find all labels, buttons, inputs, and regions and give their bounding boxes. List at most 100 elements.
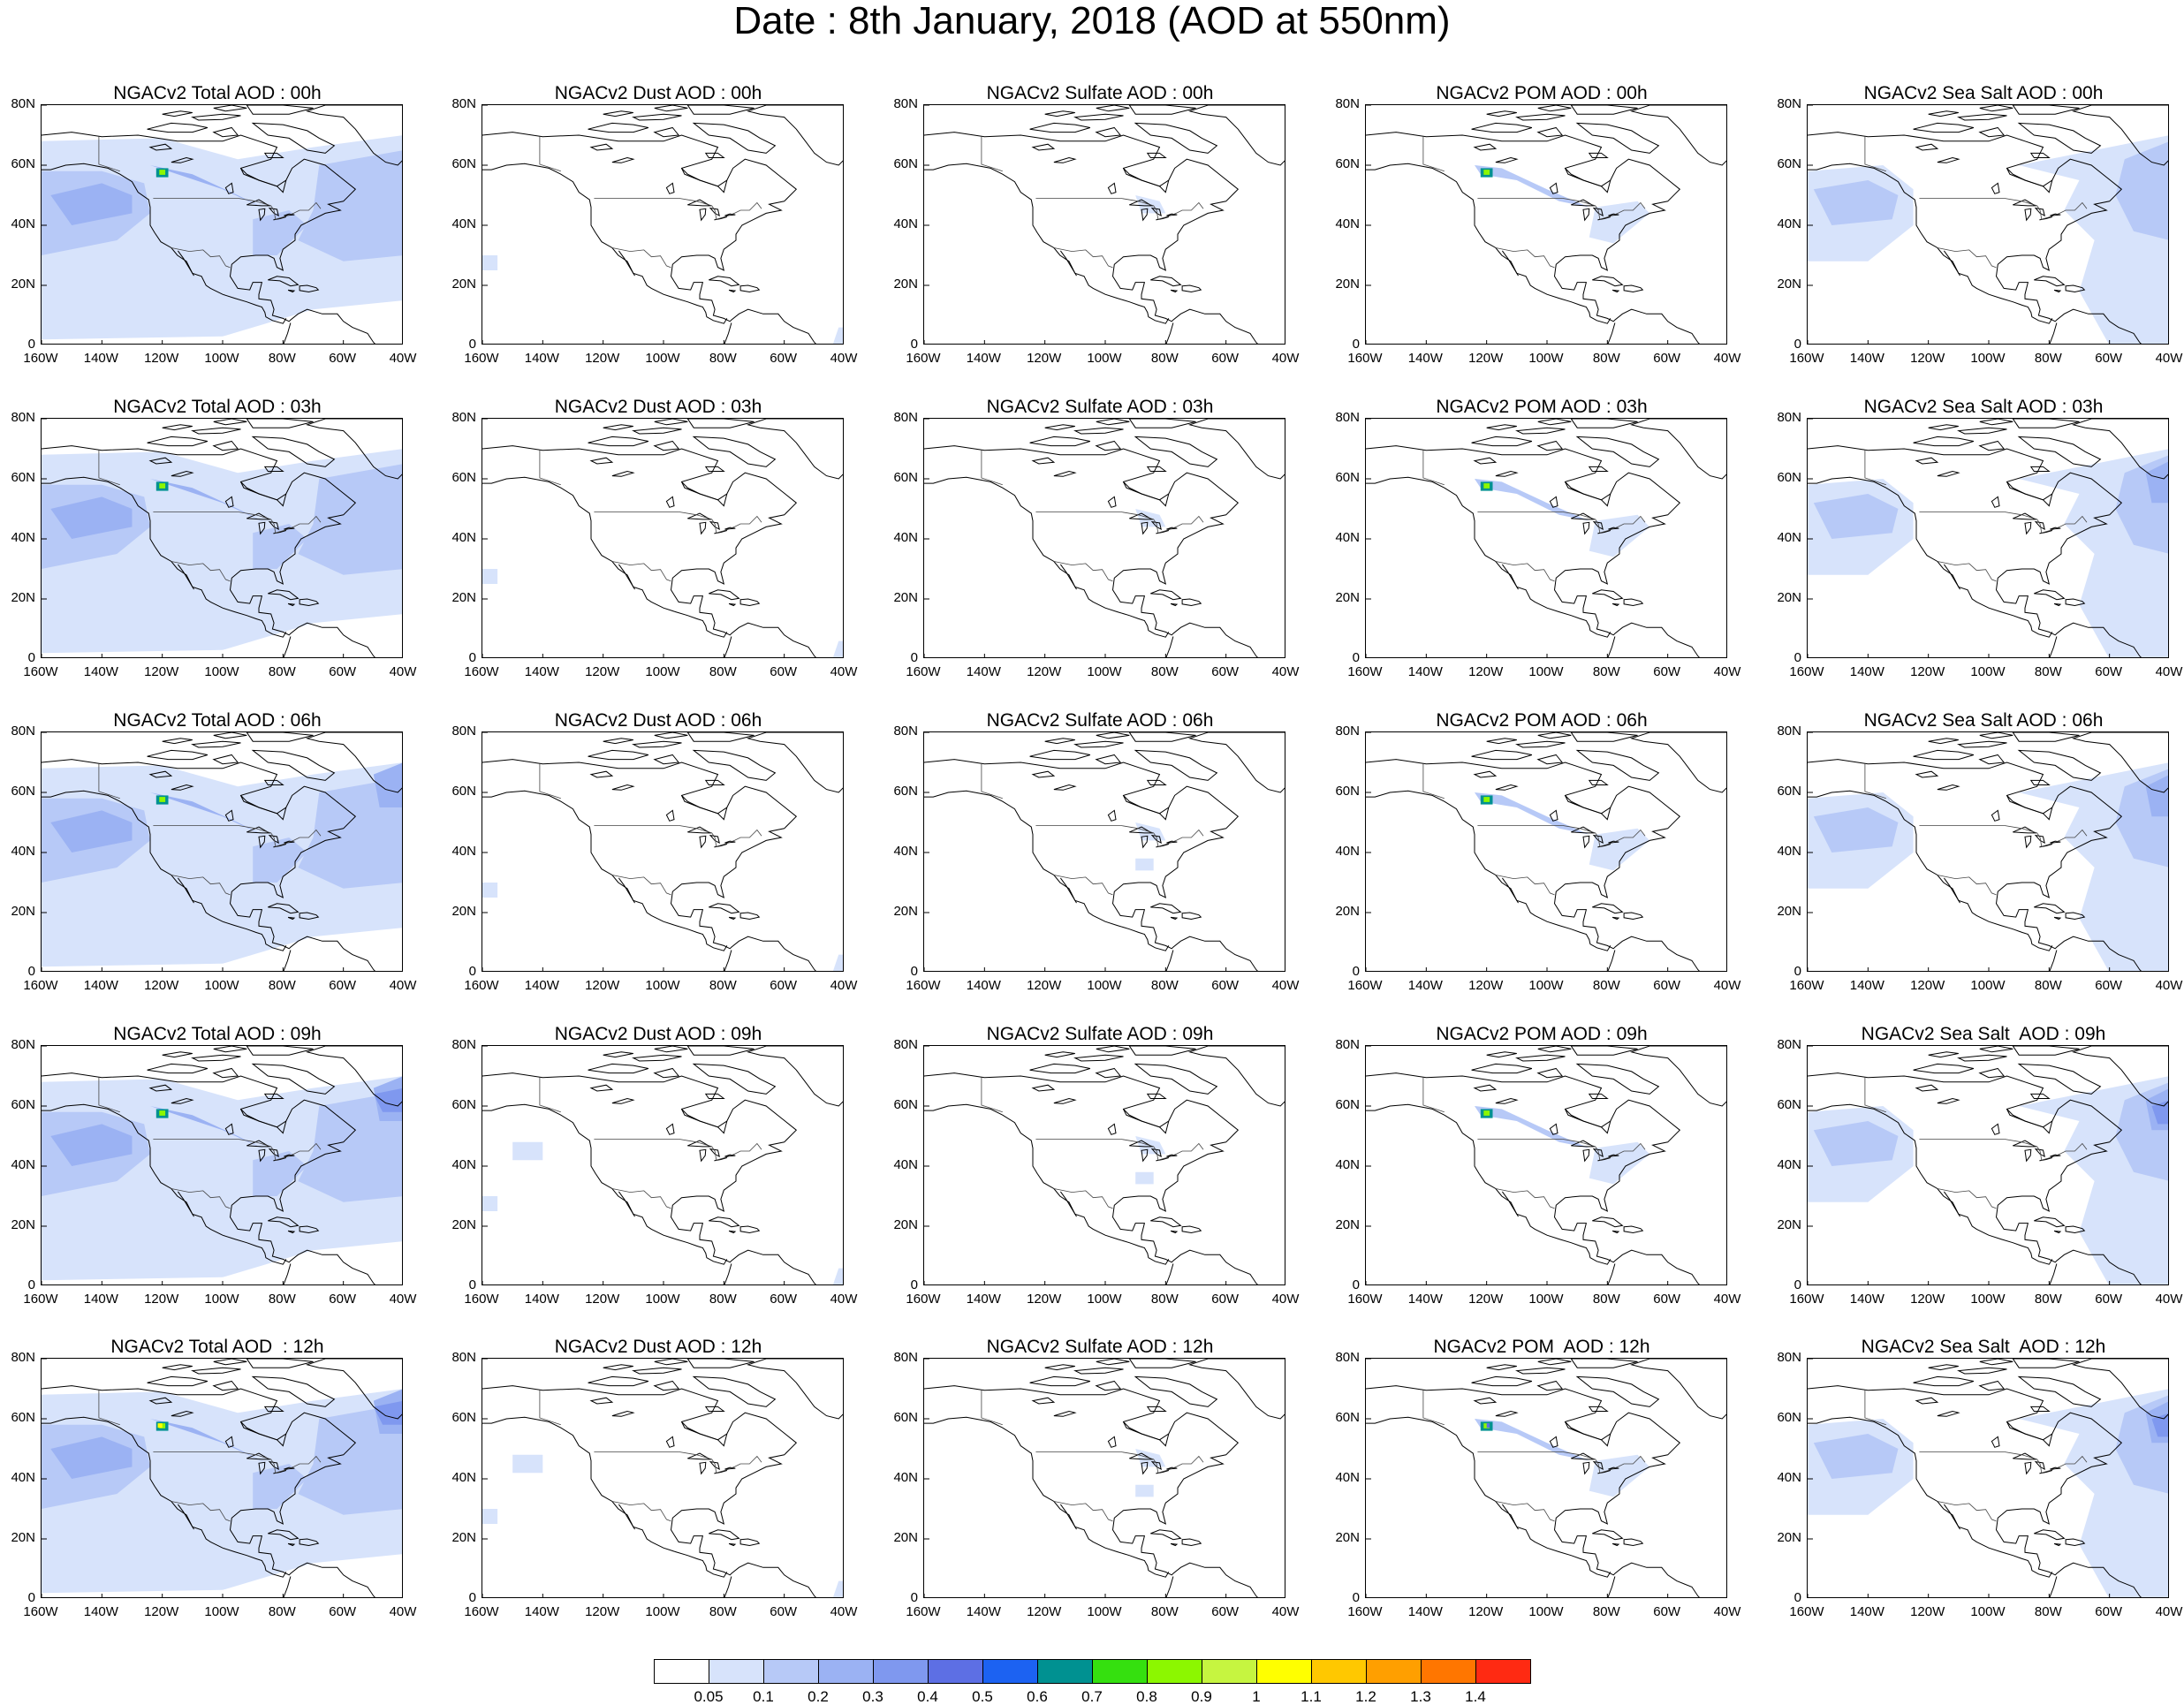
coastline (1366, 445, 1700, 657)
coastline (1473, 143, 1498, 151)
panel-title: NGACv2 Sea Salt AOD : 00h (1863, 83, 2104, 103)
coastline (1943, 1504, 1960, 1530)
lon-label: 80W (1592, 664, 1620, 679)
lat-label: 40N (1777, 530, 1801, 545)
coastline (687, 199, 712, 207)
coastline (1129, 1140, 1154, 1148)
coastline (482, 1072, 816, 1284)
coastline (1123, 795, 1170, 821)
coastline (2012, 419, 2080, 428)
lat-label: 0 (1352, 964, 1360, 979)
coastline (2053, 289, 2062, 293)
coastline (1150, 834, 1162, 845)
colorbar-swatch (1475, 1659, 1531, 1684)
country-border (611, 1501, 671, 1522)
coastline (1141, 835, 1149, 849)
coastline (1495, 1410, 1519, 1417)
lon-label: 100W (1087, 1292, 1122, 1307)
coastline (1537, 1046, 1572, 1053)
coastline (2065, 598, 2086, 607)
lat-label: 80N (1777, 724, 1801, 739)
aod-shading (50, 183, 133, 225)
coastline (699, 835, 707, 849)
lon-label: 40W (389, 351, 417, 366)
map-svg (482, 732, 843, 971)
lat-label: 60N (1777, 1410, 1801, 1425)
coastline (2029, 1406, 2051, 1412)
lat-label: 40N (11, 216, 35, 231)
map-plot-area (482, 104, 844, 345)
country-border (1495, 1501, 1555, 1522)
lat-label: 0 (468, 650, 476, 665)
aod-shading (832, 1580, 843, 1597)
country-border (611, 1188, 671, 1209)
lat-label: 20N (451, 904, 476, 919)
map-panel-sea-salt-06h: NGACv2 Sea Salt AOD : 06h 80N 60N 40N 20N 0 16… (1777, 710, 2184, 1016)
coastline (739, 1538, 761, 1547)
map-svg (1366, 732, 1726, 971)
coastline (1571, 826, 1596, 834)
lat-label: 80N (451, 1037, 476, 1052)
country-border (1937, 1188, 1997, 1209)
lat-label: 40N (1335, 530, 1360, 545)
map-svg (1366, 1359, 1726, 1597)
coastline (1979, 105, 2013, 112)
coastline (1044, 1364, 1075, 1371)
lon-label: 40W (2155, 664, 2183, 679)
coastline (924, 445, 1258, 657)
coastline (1096, 419, 1130, 426)
aod-shading (2115, 141, 2168, 240)
coastline (1537, 105, 1572, 112)
coastline (1808, 759, 2142, 971)
coastline (1571, 199, 1596, 207)
map-plot-area (41, 104, 403, 345)
colorbar-label: 0.1 (753, 1688, 774, 1705)
lon-label: 60W (329, 1292, 357, 1307)
coastline (687, 1452, 712, 1460)
country-border (238, 198, 322, 220)
coastline (632, 740, 682, 748)
coastline (1029, 436, 1091, 447)
lat-label: 60N (893, 784, 918, 799)
coastline (1991, 496, 2000, 508)
coastline (1150, 1216, 1182, 1228)
aod-shading (1813, 180, 1899, 225)
coastline (299, 598, 320, 607)
country-border (539, 1077, 561, 1113)
lat-label: 60N (893, 1097, 918, 1112)
coastline (1582, 521, 1590, 535)
map-plot-area (1365, 731, 1727, 972)
lon-label: 60W (2095, 664, 2123, 679)
coastline (1913, 122, 1975, 133)
coastline (1623, 1538, 1644, 1547)
colorbar-label: 0.6 (1027, 1688, 1048, 1705)
lon-label: 60W (2095, 978, 2123, 993)
country-border (1562, 512, 1646, 534)
coastline (1107, 496, 1117, 508)
coastline (1053, 784, 1077, 791)
lon-label: 80W (1150, 978, 1179, 993)
lat-label: 40N (1777, 1470, 1801, 1485)
coastline (1059, 250, 1077, 277)
coastline (728, 916, 737, 921)
coastline (213, 419, 247, 426)
coastline (177, 877, 194, 904)
coastline (1957, 1054, 2007, 1062)
coastline (653, 1067, 680, 1079)
coastline (1808, 1385, 2142, 1597)
coastline (1915, 1397, 1939, 1405)
coastline (191, 1367, 241, 1375)
lon-label: 40W (1713, 978, 1741, 993)
lat-label: 20N (11, 1530, 35, 1545)
coastline (1607, 636, 1616, 657)
coastline (1570, 1359, 1638, 1368)
lon-label: 80W (1150, 664, 1179, 679)
coastline (1471, 1063, 1533, 1074)
coastline (1623, 598, 1644, 607)
country-border (2004, 1451, 2088, 1474)
coastline (1915, 457, 1939, 465)
coastline (1978, 754, 2006, 765)
lat-label: 0 (1352, 1277, 1360, 1292)
lat-label: 80N (1335, 724, 1360, 739)
coastline (2034, 207, 2045, 217)
